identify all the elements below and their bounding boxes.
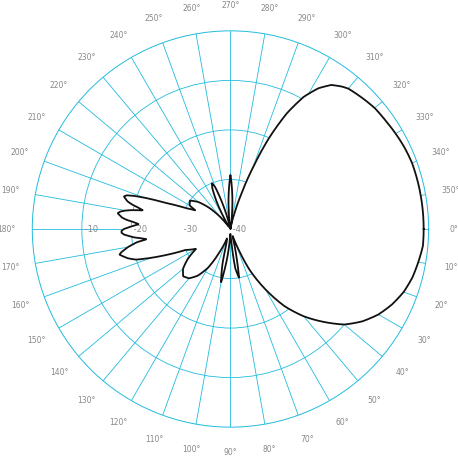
Text: 60°: 60° xyxy=(336,419,349,427)
Text: 260°: 260° xyxy=(182,4,201,13)
Text: 90°: 90° xyxy=(224,448,237,458)
Text: 170°: 170° xyxy=(1,263,19,273)
Text: 20°: 20° xyxy=(434,301,447,310)
Text: -10: -10 xyxy=(82,224,98,234)
Polygon shape xyxy=(118,85,424,325)
Text: 350°: 350° xyxy=(442,185,458,195)
Text: -40: -40 xyxy=(230,224,246,234)
Text: 120°: 120° xyxy=(109,419,128,427)
Text: 280°: 280° xyxy=(260,4,278,13)
Text: 250°: 250° xyxy=(145,14,163,23)
Text: 320°: 320° xyxy=(393,81,411,90)
Text: 200°: 200° xyxy=(11,148,29,157)
Text: 130°: 130° xyxy=(77,396,96,405)
Text: 330°: 330° xyxy=(415,113,434,121)
Text: 180°: 180° xyxy=(0,224,16,234)
Text: 230°: 230° xyxy=(77,53,96,62)
Text: 160°: 160° xyxy=(11,301,29,310)
Text: 30°: 30° xyxy=(418,337,431,345)
Text: 240°: 240° xyxy=(109,31,128,39)
Text: 0°: 0° xyxy=(450,224,458,234)
Text: 80°: 80° xyxy=(262,445,276,454)
Text: -20: -20 xyxy=(131,224,147,234)
Text: 340°: 340° xyxy=(431,148,450,157)
Text: -30: -30 xyxy=(181,224,197,234)
Text: 140°: 140° xyxy=(50,368,68,377)
Text: 110°: 110° xyxy=(145,435,163,444)
Text: 190°: 190° xyxy=(1,185,19,195)
Text: 290°: 290° xyxy=(298,14,316,23)
Text: 310°: 310° xyxy=(365,53,383,62)
Text: 270°: 270° xyxy=(221,0,240,10)
Text: 40°: 40° xyxy=(395,368,409,377)
Text: 300°: 300° xyxy=(333,31,352,39)
Text: 210°: 210° xyxy=(27,113,46,121)
Text: 220°: 220° xyxy=(50,81,68,90)
Text: 150°: 150° xyxy=(27,337,46,345)
Text: 100°: 100° xyxy=(182,445,201,454)
Text: 10°: 10° xyxy=(444,263,458,273)
Text: 70°: 70° xyxy=(300,435,314,444)
Text: 50°: 50° xyxy=(368,396,381,405)
